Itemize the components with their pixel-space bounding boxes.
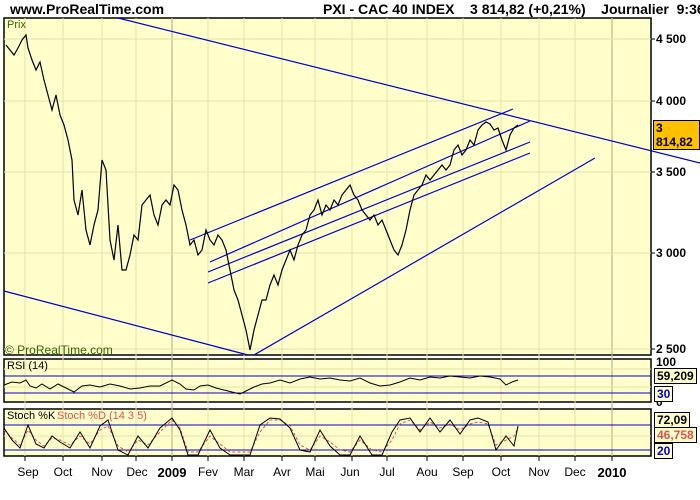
trendlines — [3, 17, 700, 356]
x-label: Dec — [564, 465, 586, 479]
y-tick: 2 500 — [656, 342, 687, 356]
rsi-value-tag: 59,209 — [654, 368, 697, 384]
y-tick: 3 500 — [656, 165, 687, 179]
panel-label-prix: Prix — [7, 19, 26, 31]
last-price-tag: 3 814,82 — [653, 120, 700, 150]
x-label: Mai — [305, 465, 325, 479]
x-label: Nov — [91, 465, 113, 479]
x-label: Sep — [17, 465, 39, 479]
y-tick: 4 500 — [656, 32, 687, 46]
rsi-level-tag: 30 — [654, 386, 674, 402]
x-label: Nov — [528, 465, 550, 479]
stoch-d-series — [3, 419, 519, 453]
rsi-series — [3, 375, 519, 395]
y-tick: 4 000 — [656, 94, 687, 108]
rsi-tick-0: 0 — [656, 395, 663, 409]
x-label: Sep — [452, 465, 474, 479]
chart-title: PXI - CAC 40 INDEX 3 814,82 (+0,21%) Jou… — [323, 1, 700, 17]
x-label: Oct — [53, 465, 73, 479]
x-label: Fev — [197, 465, 219, 479]
copyright: © ProRealTime.com — [5, 343, 113, 357]
x-label: Aou — [416, 465, 438, 479]
x-label-year: 2010 — [597, 465, 627, 480]
y-tick: 3 000 — [656, 246, 687, 260]
x-label: Dec — [126, 465, 148, 479]
site-name: www.ProRealTime.com — [10, 1, 165, 17]
stoch-k-title: Stoch %K — [7, 410, 56, 422]
x-label: Avr — [273, 465, 291, 479]
x-label: Jul — [379, 465, 395, 479]
rsi-tick-100: 100 — [656, 355, 677, 369]
x-label: Oct — [491, 465, 511, 479]
stoch-level-tag: 20 — [654, 443, 674, 459]
rsi-title: RSI (14) — [7, 360, 48, 372]
x-label-year: 2009 — [157, 465, 187, 480]
x-label: Mar — [233, 465, 255, 479]
price-series — [5, 33, 519, 351]
x-label: Jun — [340, 465, 360, 479]
grid-vertical — [24, 18, 576, 456]
stoch-k-value-tag: 72,09 — [654, 412, 691, 428]
stoch-k-series — [3, 417, 519, 456]
header: www.ProRealTime.com PXI - CAC 40 INDEX 3… — [0, 0, 700, 18]
stoch-d-value-tag: 46,758 — [654, 427, 697, 443]
stoch-d-title: Stoch %D (14 3 5) — [57, 410, 147, 422]
